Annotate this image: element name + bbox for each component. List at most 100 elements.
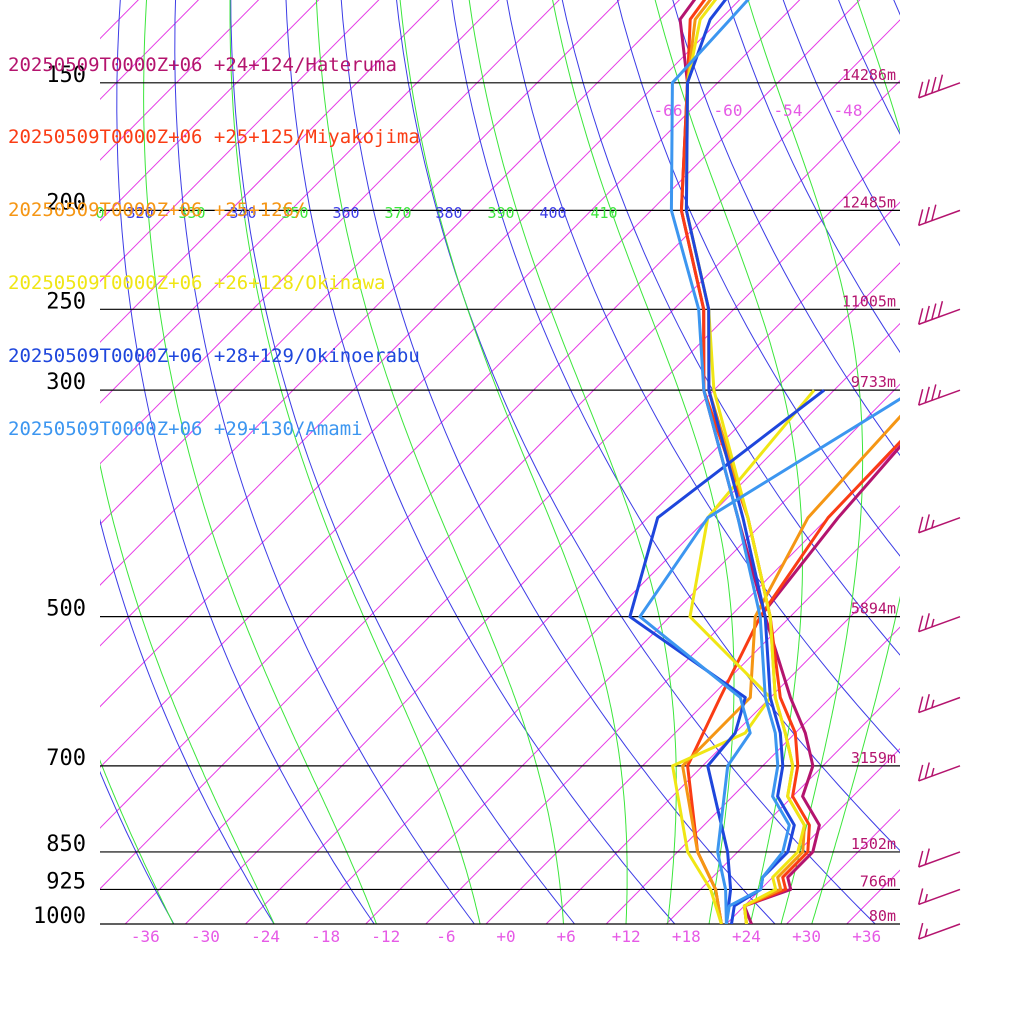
height-label-700: 3159m: [851, 749, 896, 767]
theta-label: 390: [487, 204, 514, 222]
pressure-label-700: 700: [46, 746, 86, 771]
legend: 20250509T0000Z+06 +24+124/Hateruma 20250…: [8, 4, 420, 466]
wind-barb-shaft: [918, 888, 961, 906]
isotherm-line: [100, 0, 380, 283]
wind-barb-flag: [917, 850, 924, 868]
isotherm-line: [967, 0, 1024, 924]
dewpoint-profile-5: [638, 397, 900, 924]
moist-adiabat-line: [315, 0, 565, 924]
wind-barb-half-flag: [931, 699, 935, 708]
height-label-925: 766m: [860, 872, 896, 890]
wind-barb-1000: [917, 922, 961, 940]
pressure-label-250: 250: [46, 289, 86, 314]
pressure-label-850: 850: [46, 832, 86, 857]
isotherm-line: [100, 0, 680, 586]
moist-adiabat-line: [811, 0, 900, 924]
isobar-lines: [100, 82, 900, 925]
dry-adiabat-line: [672, 0, 900, 457]
wind-barb-flag: [917, 615, 924, 632]
moist-adiabat-line: [654, 0, 803, 924]
dewpoint-profile-3: [671, 389, 816, 924]
theta-label: 380: [435, 204, 462, 222]
moist-adiabat-line: [399, 0, 628, 924]
wind-barb-flag: [931, 76, 937, 94]
wind-barb-flag: [924, 514, 930, 531]
theta-label: 340: [229, 204, 256, 222]
temperature-tick-label: +6: [556, 927, 575, 946]
isotherm-line: [185, 201, 900, 924]
temperature-profile-5: [669, 0, 791, 924]
wind-barb-250: [917, 301, 961, 326]
wind-barb-flag: [917, 209, 924, 226]
wind-barb-flag: [924, 386, 930, 403]
isotherm-line: [100, 0, 500, 404]
dewpoint-profile-4: [628, 389, 826, 924]
wind-barb-half-flag: [931, 618, 935, 628]
dry-adiabat-line: [230, 0, 576, 924]
wind-barb-half-flag: [931, 767, 935, 777]
moist-adiabat-line: [143, 0, 378, 924]
isotherm-line: [100, 0, 801, 708]
dewpoint-profile-2: [681, 414, 900, 924]
wind-barb-850: [917, 848, 961, 868]
temperature-tick-label: -18: [311, 927, 340, 946]
dry-adiabat-line: [980, 0, 1024, 946]
temperature-tick-label: +36: [852, 927, 881, 946]
wind-barb-half-flag: [937, 389, 942, 399]
temperature-tick-label: +18: [672, 927, 701, 946]
wind-barb-flag: [917, 516, 924, 533]
theta-label: 330: [178, 204, 205, 222]
legend-item-amami: 20250509T0000Z+06 +29+130/Amami: [8, 418, 363, 441]
isotherm-line: [100, 0, 200, 101]
height-label-250: 11005m: [842, 292, 896, 310]
isotherm-line: [545, 565, 900, 924]
theta-label: 350: [281, 204, 308, 222]
temperature-tick-label: -36: [131, 927, 160, 946]
legend-item-okinawa: 20250509T0000Z+06 +26+128/Okinawa: [8, 272, 386, 295]
theta-label: 360: [332, 204, 359, 222]
wind-barb-flag: [924, 79, 930, 96]
dry-adiabat-line: [617, 0, 900, 557]
wind-barb-400: [917, 514, 961, 534]
wind-barb-150: [917, 74, 961, 99]
temperature-tick-label: -12: [371, 927, 400, 946]
pressure-label-300: 300: [46, 370, 86, 395]
isotherm-line: [100, 0, 560, 465]
dry-adiabat-line: [100, 518, 275, 924]
isotherm-line: [365, 383, 900, 924]
dry-adiabat-line: [340, 0, 776, 924]
isotherm-line: [100, 0, 861, 769]
isotherm-line: [100, 0, 320, 222]
isotherm-line: [124, 140, 900, 924]
temperature-tick-label: -30: [191, 927, 220, 946]
isotherm-line: [786, 808, 900, 924]
dry-adiabat-line: [561, 0, 900, 656]
pressure-label-500: 500: [46, 597, 86, 622]
moist-adiabat-line: [100, 759, 174, 924]
upper-isotherm-label: -54: [774, 101, 803, 120]
isotherm-line: [425, 444, 900, 924]
wind-barb-flag: [917, 696, 924, 713]
wind-barb-flag: [924, 613, 930, 630]
moist-adiabat-line: [100, 462, 275, 924]
axis-labels: 10016657m15014286m20012485m25011005m3009…: [33, 63, 896, 946]
theta-label: 320: [126, 204, 153, 222]
dry-adiabat-line: [860, 0, 1024, 946]
temperature-profile-2: [684, 0, 806, 924]
wind-barb-200: [917, 204, 961, 227]
wind-barb-600: [917, 693, 961, 714]
isotherm-line: [245, 262, 900, 924]
legend-item-hateruma: 20250509T0000Z+06 +24+124/Hateruma: [8, 53, 397, 76]
wind-barb-flag: [931, 303, 937, 320]
wind-barb-shaft: [918, 923, 961, 940]
wind-barb-flag: [917, 389, 924, 406]
wind-barb-flag: [924, 206, 930, 224]
background-lines: [100, 0, 1024, 946]
upper-isotherm-label: -60: [714, 101, 743, 120]
isotherm-line: [605, 626, 900, 924]
moist-adiabat-line: [747, 0, 864, 924]
wind-barb-shaft: [918, 851, 961, 868]
pressure-label-150: 150: [46, 63, 86, 88]
theta-label: 400: [539, 204, 566, 222]
